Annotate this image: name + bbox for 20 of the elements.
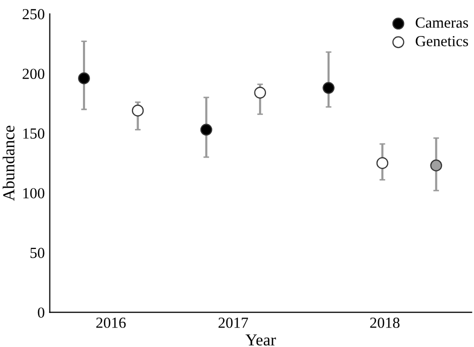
y-tick-label: 50	[30, 248, 44, 258]
y-tick-label: 0	[38, 307, 44, 318]
legend-label: Cameras	[416, 18, 468, 28]
y-tick-label: 200	[22, 68, 44, 80]
legend-label: Genetics	[416, 36, 468, 46]
x-axis-title: Year	[246, 334, 276, 346]
y-axis-title: Abundance	[2, 126, 14, 201]
point	[78, 72, 90, 84]
point	[376, 157, 388, 170]
point	[430, 160, 442, 172]
x-tick-label: 2016	[96, 318, 126, 328]
point	[322, 82, 334, 94]
y-tick-label: 150	[23, 128, 44, 139]
point	[132, 104, 144, 116]
x-tick-label: 2017	[218, 318, 248, 328]
y-tick-label: 250	[22, 9, 44, 20]
point	[254, 86, 266, 99]
x-tick-label: 2018	[370, 318, 400, 328]
y-tick-label: 100	[23, 188, 44, 198]
point	[200, 124, 212, 136]
